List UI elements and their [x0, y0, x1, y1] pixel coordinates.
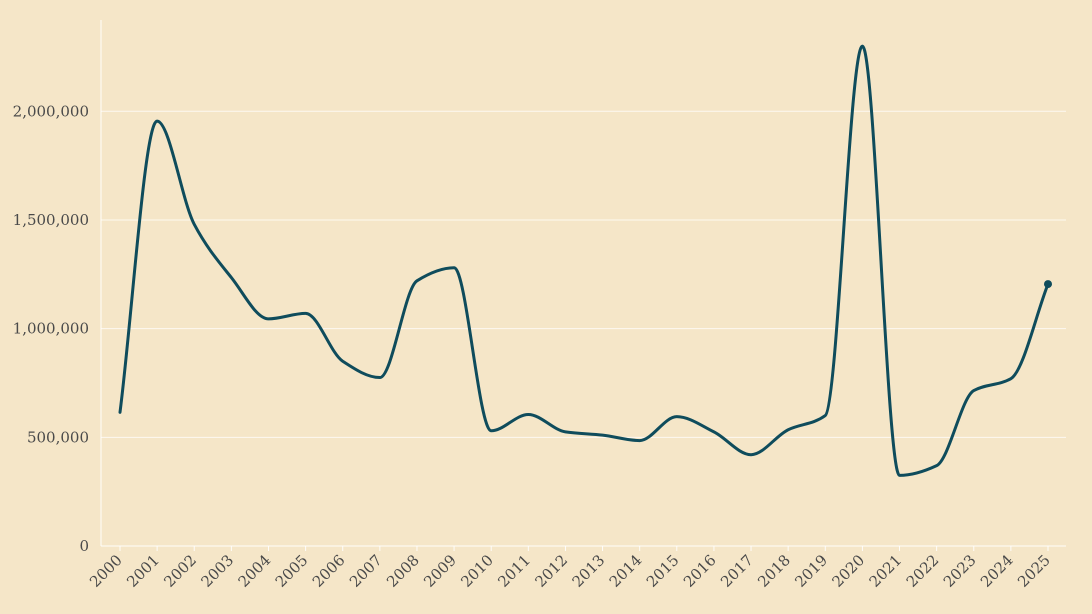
x-tick-label: 2016	[680, 551, 720, 591]
x-tick-label: 2017	[717, 551, 757, 591]
x-tick-label: 2009	[420, 551, 460, 591]
x-tick-label: 2014	[606, 551, 646, 591]
x-tick-label: 2010	[457, 551, 497, 591]
series-layer	[118, 44, 1052, 477]
y-tick-label: 1,000,000	[13, 320, 89, 338]
x-tick-label: 2006	[309, 551, 349, 591]
x-tick-label: 2011	[494, 551, 534, 591]
y-axis: 0 500,000 1,000,000 1,500,000 2,000,000	[13, 20, 102, 555]
x-tick-label: 2023	[940, 551, 980, 591]
x-tick-label: 2002	[160, 551, 200, 591]
x-tick-label: 2012	[532, 551, 572, 591]
x-tick-label: 2022	[903, 551, 943, 591]
x-axis: 2000200120022003200420052006200720082009…	[86, 545, 1066, 591]
x-tick-label: 2007	[346, 551, 386, 591]
series-line	[118, 44, 1050, 477]
x-tick-label: 2015	[643, 551, 683, 591]
x-tick-label: 2005	[272, 551, 312, 591]
x-tick-label: 2001	[123, 551, 163, 591]
grid-lines	[101, 110, 1066, 438]
y-tick-label: 1,500,000	[13, 211, 89, 229]
x-tick-label: 2020	[828, 551, 868, 591]
x-tick-label: 2019	[791, 551, 831, 591]
y-tick-label: 2,000,000	[13, 102, 89, 120]
x-tick-label: 2008	[383, 551, 423, 591]
x-tick-label: 2025	[1014, 551, 1054, 591]
last-point-marker	[1044, 280, 1052, 289]
x-tick-label: 2013	[569, 551, 609, 591]
x-tick-label: 2000	[86, 551, 126, 591]
x-tick-label: 2024	[977, 551, 1017, 591]
x-tick-label: 2004	[235, 551, 275, 591]
x-tick-label: 2003	[197, 551, 237, 591]
y-tick-label: 0	[79, 537, 89, 555]
y-tick-label: 500,000	[27, 428, 89, 446]
x-tick-label: 2018	[754, 551, 794, 591]
x-tick-label: 2021	[866, 551, 906, 591]
